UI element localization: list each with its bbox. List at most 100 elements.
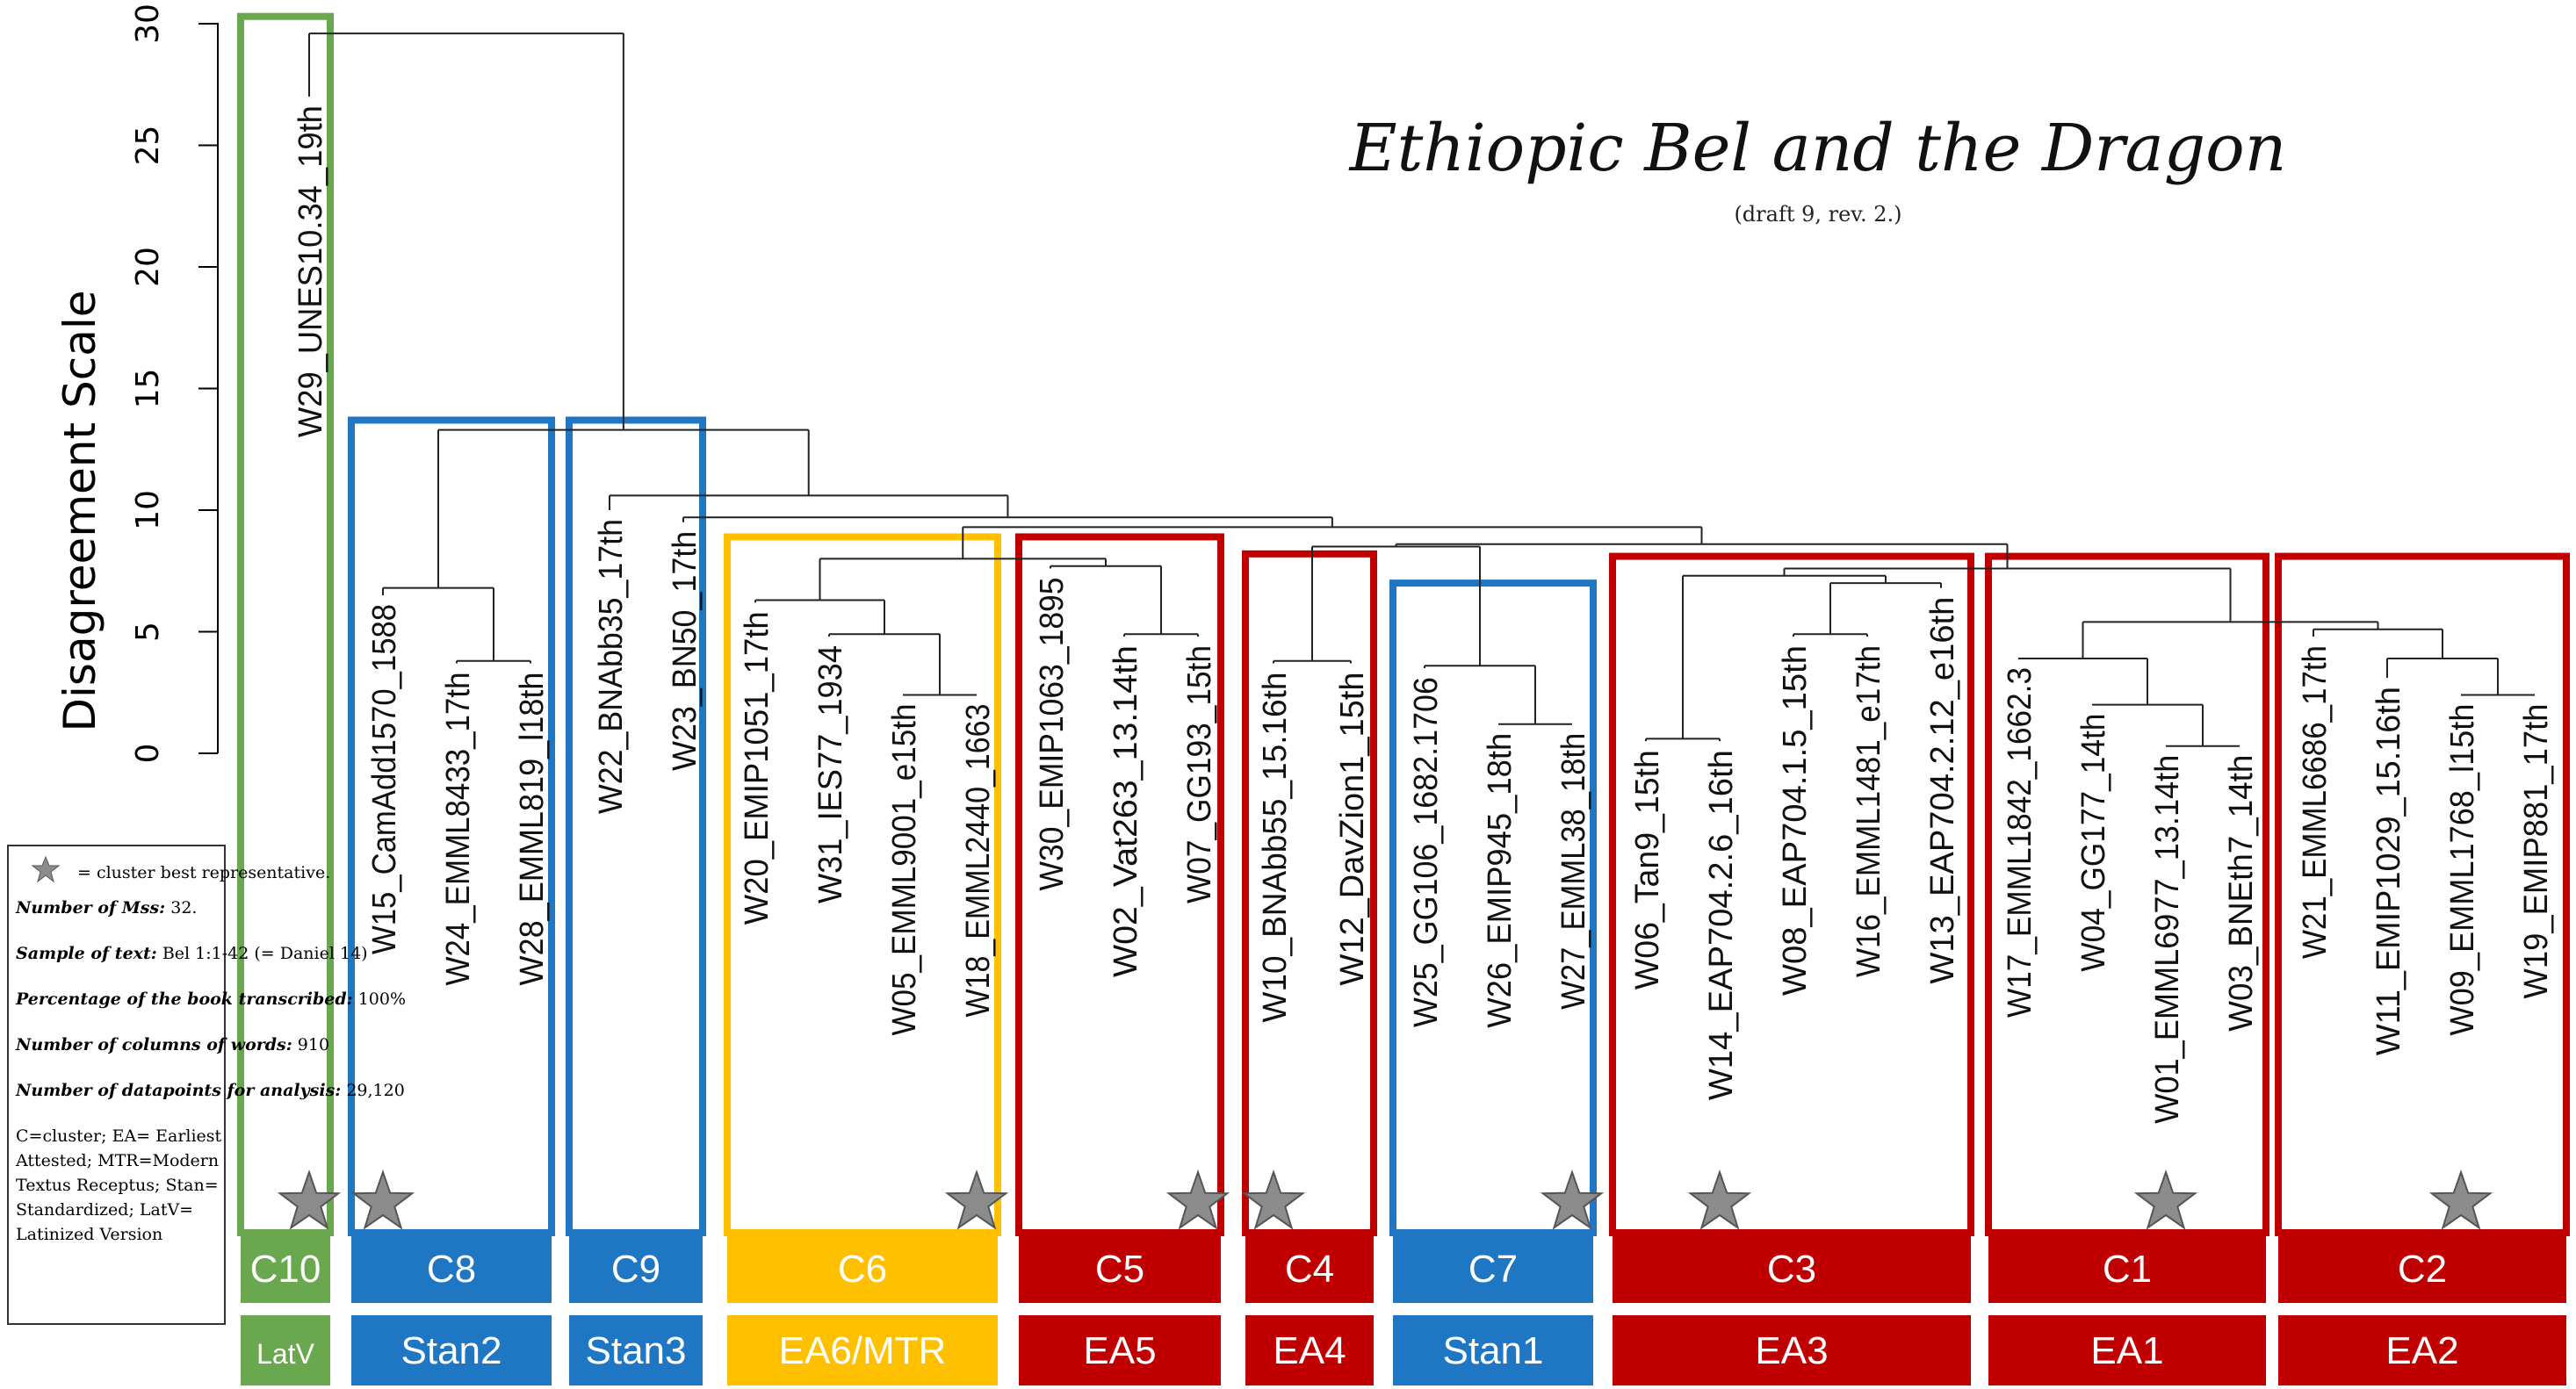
star-icon: [1540, 1169, 1605, 1230]
group-label-c9: Stan3: [586, 1329, 687, 1372]
leaf-label-w27: W27_EMML38_18th: [1555, 733, 1592, 1010]
note-value: 100%: [353, 990, 406, 1009]
note-key: Number of datapoints for analysis:: [15, 1081, 341, 1100]
leaf-label-w30: W30_EMIP1063_1895: [1034, 577, 1071, 890]
cluster-label-c9: C9: [611, 1248, 660, 1291]
y-axis-label: Disagreement Scale: [54, 291, 105, 732]
representative-stars: [277, 1169, 2493, 1230]
leaf-labels: W29_UNES10.34_19th W15_CamAdd1570_1588 W24…: [292, 105, 2555, 1124]
star-icon: [1687, 1169, 1752, 1230]
leaf-label-w07: W07_GG193_15th: [1181, 645, 1218, 903]
cluster-label-c4: C4: [1285, 1248, 1334, 1291]
note-value: 29,120: [341, 1081, 405, 1100]
cluster-bar-c5: [1019, 1233, 1221, 1303]
cluster-label-c6: C6: [838, 1248, 887, 1291]
legend-line: Textus Receptus; Stan=: [16, 1176, 219, 1195]
note-value: 910: [292, 1035, 329, 1054]
leaf-label-w02: W02_Vat263_13.14th: [1108, 645, 1144, 977]
group-bar-c1: [1988, 1315, 2266, 1385]
leaf-label-w17: W17_EMML1842_1662.3: [2002, 667, 2038, 1018]
group-bar-c2: [2278, 1315, 2566, 1385]
y-tick-label: 30: [130, 4, 166, 44]
note-line: Number of columns of words: 910: [15, 1035, 329, 1054]
cluster-label-bars: C10 LatV C8 Stan2 C9 Stan3 C6 EA6/MTR C5 EA5 C4 EA4…: [241, 1233, 2566, 1385]
group-label-c7: Stan1: [1443, 1329, 1544, 1372]
leaf-label-w15: W15_CamAdd1570_1588: [366, 604, 403, 954]
star-key-icon: [31, 855, 61, 883]
cluster-bar-c8: [351, 1233, 552, 1303]
leaf-label-w18: W18_EMML2440_1663: [960, 704, 997, 1018]
cluster-label-c3: C3: [1767, 1248, 1816, 1291]
cluster-label-c8: C8: [427, 1248, 476, 1291]
group-bar-c9: [569, 1315, 703, 1385]
dendrogram-edges: [308, 32, 2535, 747]
note-key: Number of columns of words:: [15, 1035, 292, 1054]
star-icon: [2428, 1169, 2493, 1230]
leaf-label-w24: W24_EMML8433_17th: [440, 673, 477, 986]
leaf-label-w16: W16_EMML1481_e17th: [1851, 645, 1887, 977]
y-tick-label: 15: [130, 369, 166, 409]
group-label-c8: Stan2: [401, 1329, 502, 1372]
leaf-label-w04: W04_GG177_14th: [2075, 714, 2112, 972]
leaf-label-w08: W08_EAP704.1.5_15th: [1777, 645, 1814, 996]
group-bar-c3: [1613, 1315, 1971, 1385]
note-line: Number of datapoints for analysis: 29,12…: [15, 1081, 405, 1100]
leaf-label-w03: W03_BNEth7_14th: [2223, 755, 2260, 1032]
star-icon: [1165, 1169, 1230, 1230]
y-tick-label: 0: [130, 744, 166, 764]
cluster-bar-c7: [1393, 1233, 1593, 1303]
leaf-label-w19: W19_EMIP881_17th: [2518, 704, 2555, 999]
cluster-bar-c1: [1988, 1233, 2266, 1303]
legend-line: Standardized; LatV=: [16, 1200, 193, 1220]
leaf-label-w28: W28_EMML819_l18th: [514, 673, 551, 986]
legend-text: C=cluster; EA= Earliest Attested; MTR=Mod…: [15, 1126, 222, 1244]
cluster-bar-c6: [727, 1233, 998, 1303]
note-value: 32.: [165, 898, 197, 918]
leaf-label-w26: W26_EMIP945_18th: [1482, 733, 1519, 1028]
group-label-c5: EA5: [1083, 1329, 1156, 1372]
leaf-label-w22: W22_BNAbb35_17th: [593, 519, 630, 814]
group-bar-c10: [241, 1315, 330, 1385]
note-key: Sample of text:: [16, 944, 157, 963]
star-icon: [1241, 1169, 1306, 1230]
cluster-label-c1: C1: [2103, 1248, 2152, 1291]
note-value: Bel 1:1-42 (= Daniel 14): [157, 944, 368, 963]
chart-title: Ethiopic Bel and the Dragon: [1348, 111, 2287, 186]
cluster-label-c7: C7: [1468, 1248, 1518, 1291]
chart-subtitle: (draft 9, rev. 2.): [1734, 202, 1901, 227]
leaf-label-w14: W14_EAP704.2.6_16th: [1703, 750, 1740, 1100]
star-icon: [277, 1169, 342, 1230]
note-line: Number of Mss: 32.: [15, 898, 197, 918]
leaf-label-w13: W13_EAP704.2.12_e16th: [1924, 597, 1961, 984]
cluster-label-c10: C10: [250, 1248, 321, 1291]
notes-box: = cluster best representative. Number of…: [7, 845, 406, 1325]
cluster-bar-c10: [241, 1233, 330, 1303]
legend-line: C=cluster; EA= Earliest: [16, 1126, 222, 1146]
group-bar-c7: [1393, 1315, 1593, 1385]
group-label-c4: EA4: [1273, 1329, 1346, 1372]
leaf-label-w31: W31_IES77_1934: [812, 645, 849, 903]
note-line: Sample of text: Bel 1:1-42 (= Daniel 14): [16, 944, 368, 963]
leaf-label-w09: W09_EMML1768_l15th: [2444, 704, 2481, 1036]
cluster-label-c2: C2: [2398, 1248, 2447, 1291]
y-tick-label: 25: [130, 126, 166, 166]
leaf-label-w23: W23_BN50_17th: [667, 531, 704, 771]
leaf-label-w11: W11_EMIP1029_15.16th: [2370, 687, 2407, 1055]
note-line: Percentage of the book transcribed: 100%: [15, 990, 406, 1009]
star-icon: [2133, 1169, 2198, 1230]
leaf-label-w10: W10_BNAbb55_15.16th: [1257, 673, 1294, 1023]
star-icon: [944, 1169, 1009, 1230]
y-tick-label: 20: [130, 247, 166, 287]
star-key-text: = cluster best representative.: [77, 863, 330, 882]
note-key: Percentage of the book transcribed:: [15, 990, 353, 1009]
group-bar-c5: [1019, 1315, 1221, 1385]
star-icon: [350, 1169, 415, 1230]
leaf-label-w06: W06_Tan9_15th: [1629, 750, 1666, 990]
group-bar-c6: [727, 1315, 998, 1385]
group-label-c6: EA6/MTR: [779, 1329, 947, 1372]
leaf-label-w25: W25_GG106_1682.1706: [1408, 677, 1445, 1027]
note-key: Number of Mss:: [15, 898, 165, 918]
cluster-bar-c9: [569, 1233, 703, 1303]
cluster-bar-c4: [1245, 1233, 1374, 1303]
